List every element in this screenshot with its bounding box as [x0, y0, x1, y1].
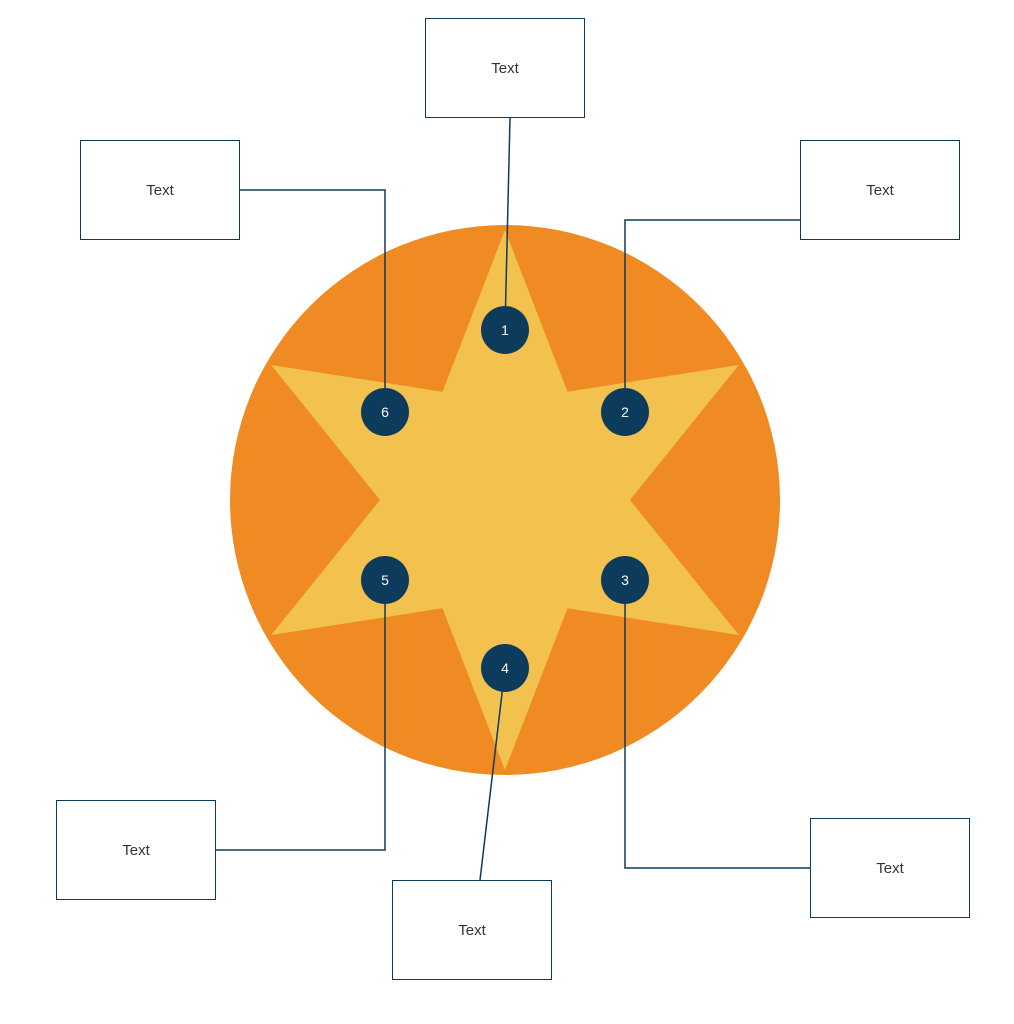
text-box-4: Text: [392, 880, 552, 980]
text-box-label: Text: [866, 182, 894, 199]
node-label: 4: [501, 660, 509, 676]
node-6: 6: [361, 388, 409, 436]
node-1: 1: [481, 306, 529, 354]
text-box-label: Text: [458, 922, 486, 939]
node-5: 5: [361, 556, 409, 604]
text-box-label: Text: [146, 182, 174, 199]
text-box-6: Text: [80, 140, 240, 240]
text-box-3: Text: [810, 818, 970, 918]
text-box-label: Text: [122, 842, 150, 859]
node-label: 3: [621, 572, 629, 588]
node-label: 5: [381, 572, 389, 588]
node-4: 4: [481, 644, 529, 692]
diagram-canvas: 1 2 3 4 5 6 Text Text Text Text Text Text: [0, 0, 1014, 1024]
diagram-html-layer: 1 2 3 4 5 6 Text Text Text Text Text Text: [0, 0, 1014, 1024]
node-2: 2: [601, 388, 649, 436]
node-label: 1: [501, 322, 509, 338]
text-box-2: Text: [800, 140, 960, 240]
node-3: 3: [601, 556, 649, 604]
text-box-label: Text: [876, 860, 904, 877]
node-label: 2: [621, 404, 629, 420]
text-box-5: Text: [56, 800, 216, 900]
text-box-label: Text: [491, 60, 519, 77]
node-label: 6: [381, 404, 389, 420]
text-box-1: Text: [425, 18, 585, 118]
